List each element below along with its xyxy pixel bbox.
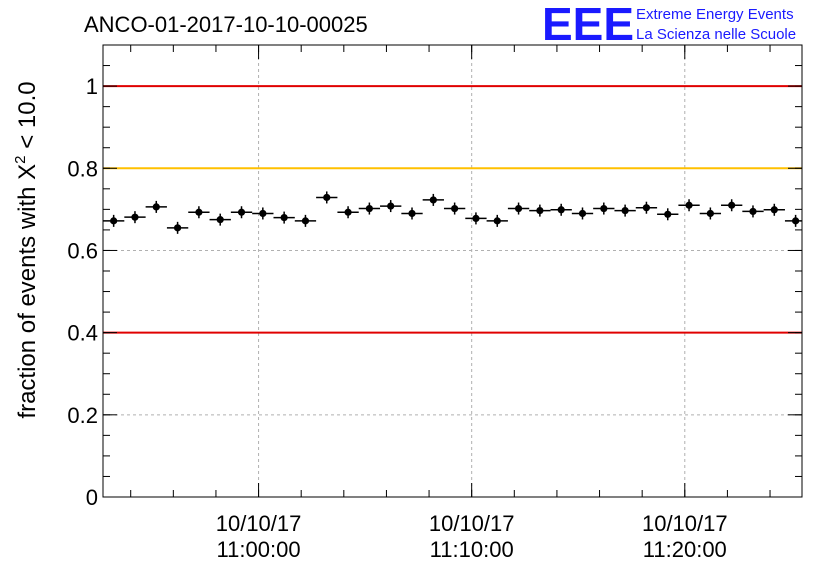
logo-line2: La Scienza nelle Scuole (636, 26, 796, 43)
logo-line1: Extreme Energy Events (636, 6, 794, 23)
data-point (578, 209, 587, 218)
x-tick-label-time: 11:20:00 (643, 537, 727, 562)
x-tick-label-time: 11:10:00 (430, 537, 514, 562)
data-point (706, 209, 714, 218)
data-point (472, 214, 480, 223)
data-point (792, 217, 800, 225)
data-point (770, 206, 778, 214)
grid-lines (103, 45, 802, 497)
data-point (664, 210, 672, 218)
data-point (323, 193, 331, 202)
y-tick-label: 0.4 (67, 321, 98, 346)
data-point (536, 206, 544, 215)
y-axis-label-superscript: 2 (12, 155, 29, 163)
y-tick-label: 1 (86, 74, 98, 99)
data-point (152, 203, 160, 211)
data-point (344, 208, 352, 216)
y-axis: 0 0.2 0.4 0.6 0.8 1 (67, 44, 802, 510)
data-point (365, 204, 373, 213)
data-point (387, 202, 395, 210)
data-point (600, 204, 608, 213)
data-point (195, 208, 203, 216)
y-tick-label: 0.8 (67, 156, 98, 181)
logo-mark: EEE (542, 0, 634, 50)
x-tick-label-date: 10/10/17 (216, 511, 302, 536)
x-axis: 10/10/1711:00:0010/10/1711:10:0010/10/17… (130, 45, 771, 562)
data-point (621, 206, 629, 215)
data-points (103, 191, 802, 234)
data-point (280, 213, 288, 222)
data-point (173, 224, 182, 232)
data-point (259, 209, 267, 218)
data-point (493, 217, 501, 225)
data-point (131, 213, 139, 221)
y-axis-label-main: fraction of events with X (14, 164, 41, 419)
data-point (110, 217, 118, 225)
y-tick-label: 0.2 (67, 403, 98, 428)
y-axis-label: fraction of events with X2 < 10.0 (12, 81, 41, 418)
x-tick-label-date: 10/10/17 (429, 511, 515, 536)
data-point (642, 204, 651, 212)
x-tick-label-date: 10/10/17 (642, 511, 728, 536)
data-point (514, 204, 523, 213)
eee-logo: EEE Extreme Energy Events La Scienza nel… (542, 0, 796, 50)
data-point (216, 216, 224, 224)
data-point (408, 209, 416, 218)
data-point (301, 217, 310, 225)
data-point (451, 204, 459, 213)
data-point (237, 208, 246, 216)
data-point (685, 201, 693, 209)
reference-lines (103, 85, 802, 334)
plot-frame (102, 44, 803, 498)
data-point (429, 196, 437, 204)
x-tick-label-time: 11:00:00 (217, 537, 301, 562)
y-tick-label: 0.6 (67, 238, 98, 263)
y-axis-label-tail: < 10.0 (14, 81, 41, 155)
chart-title: ANCO-01-2017-10-10-00025 (84, 12, 368, 37)
data-point (728, 201, 736, 209)
y-tick-label: 0 (86, 485, 98, 510)
data-point (557, 206, 565, 214)
data-point (749, 207, 757, 216)
